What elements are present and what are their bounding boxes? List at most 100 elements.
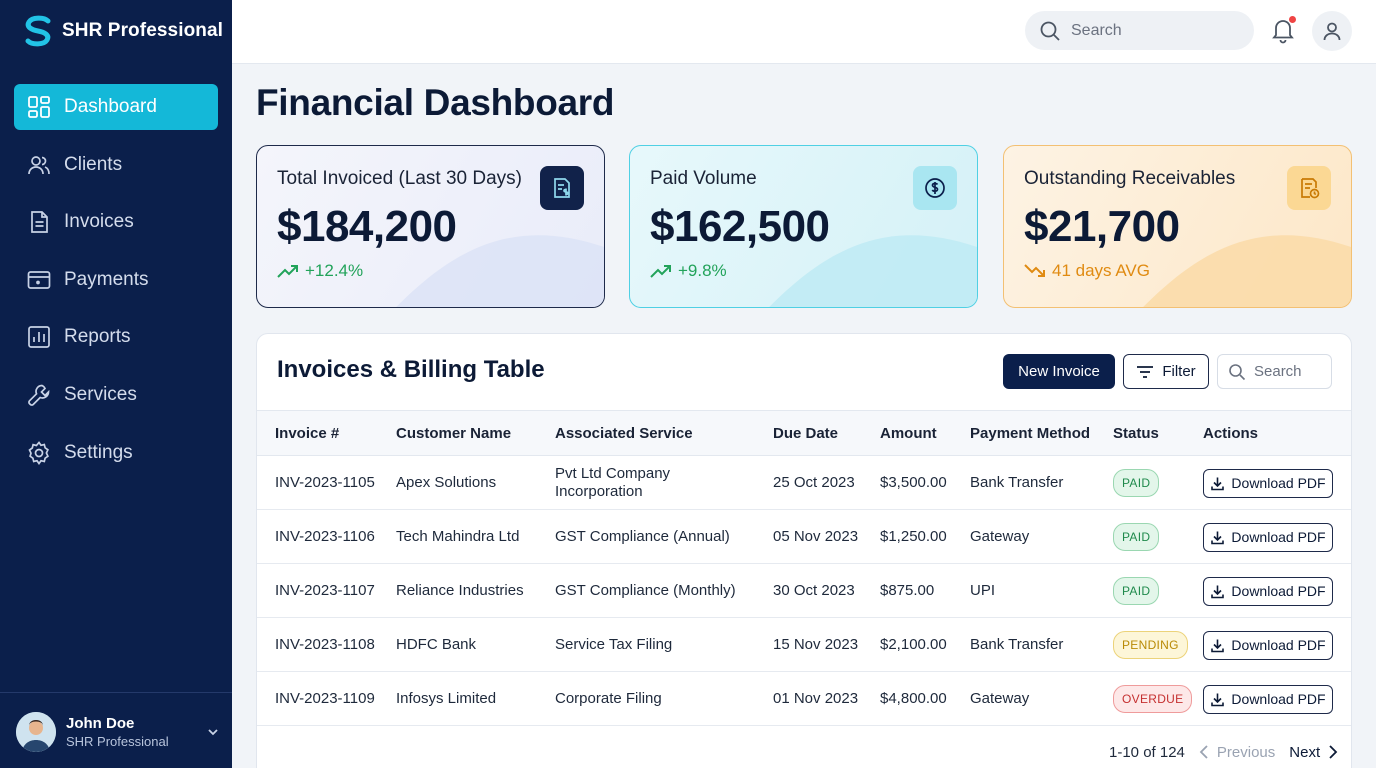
table-row[interactable]: INV-2023-1109 Infosys Limited Corporate … — [257, 672, 1351, 726]
document-icon — [31, 211, 48, 234]
amount: $3,500.00 — [880, 474, 947, 491]
profile-button[interactable] — [1312, 11, 1352, 51]
new-invoice-button[interactable]: New Invoice — [1003, 354, 1115, 389]
sidebar-item-payments[interactable]: Payments — [14, 257, 218, 303]
table-search-input[interactable] — [1254, 363, 1324, 380]
download-pdf-button[interactable]: Download PDF — [1203, 630, 1333, 660]
due-date: 25 Oct 2023 — [773, 474, 855, 491]
download-pdf-button[interactable]: Download PDF — [1203, 468, 1333, 498]
table-row[interactable]: INV-2023-1108 HDFC Bank Service Tax Fili… — [257, 618, 1351, 672]
table-title: Invoices & Billing Table — [277, 356, 545, 383]
download-pdf-button[interactable]: Download PDF — [1203, 684, 1333, 714]
user-meta: John Doe SHR Professional — [66, 715, 196, 750]
download-icon — [1211, 585, 1225, 598]
sidebar: SHR Professional Dashboard Clients Invoi… — [0, 0, 232, 768]
download-pdf-button[interactable]: Download PDF — [1203, 576, 1333, 606]
table-search[interactable] — [1217, 354, 1332, 389]
amount: $875.00 — [880, 582, 935, 599]
brand-name: SHR Professional — [62, 20, 224, 41]
actions-cell: Download PDF — [1203, 564, 1333, 618]
avatar — [16, 712, 56, 752]
invoice-number: INV-2023-1106 — [275, 528, 375, 545]
topbar — [232, 0, 1376, 64]
notifications-button[interactable] — [1270, 16, 1296, 44]
amount: $1,250.00 — [880, 528, 947, 545]
table-header: Invoice # Customer Name Associated Servi… — [257, 410, 1351, 456]
brand[interactable]: SHR Professional — [24, 14, 223, 48]
user-role: SHR Professional — [66, 733, 169, 749]
column-header-payment-method[interactable]: Payment Method — [970, 425, 1091, 442]
download-pdf-button[interactable]: Download PDF — [1203, 522, 1333, 552]
invoices-panel: Invoices & Billing Table New Invoice Fil… — [256, 333, 1352, 768]
table-row[interactable]: INV-2023-1107 Reliance Industries GST Co… — [257, 564, 1351, 618]
notification-dot — [1289, 16, 1296, 23]
customer-name: Tech Mahindra Ltd — [396, 528, 520, 545]
status-badge: PAID — [1113, 469, 1160, 497]
customer-name: Apex Solutions — [396, 474, 497, 491]
actions-cell: Download PDF — [1203, 618, 1333, 672]
download-pdf-label: Download PDF — [1231, 583, 1326, 599]
sidebar-item-settings[interactable]: Settings — [14, 430, 218, 476]
status-cell: PAID — [1113, 564, 1160, 618]
column-header-status[interactable]: Status — [1113, 425, 1159, 442]
column-header-amount[interactable]: Amount — [880, 425, 937, 442]
users-icon — [28, 155, 50, 174]
status-badge: PENDING — [1113, 631, 1188, 659]
kpi-value: $184,200 — [277, 202, 457, 251]
download-icon — [1211, 531, 1225, 544]
trend-up-icon — [650, 265, 671, 278]
due-date: 01 Nov 2023 — [773, 690, 859, 707]
kpi-trend-text: 41 days AVG — [1052, 261, 1150, 280]
kpi-trend: +9.8% — [650, 261, 727, 281]
chevron-down-icon[interactable] — [206, 725, 220, 739]
table-row[interactable]: INV-2023-1105 Apex Solutions Pvt Ltd Com… — [257, 456, 1351, 510]
column-header-actions: Actions — [1203, 425, 1259, 442]
receipt-clock-icon — [1287, 166, 1331, 210]
kpi-trend-text: +12.4% — [305, 261, 364, 280]
sidebar-item-label: Services — [64, 383, 137, 405]
actions-cell: Download PDF — [1203, 456, 1333, 510]
pagination: 1-10 of 124 Previous Next — [1109, 742, 1338, 762]
actions-cell: Download PDF — [1203, 510, 1333, 564]
sidebar-item-services[interactable]: Services — [14, 372, 218, 418]
sidebar-item-invoices[interactable]: Invoices — [14, 199, 218, 245]
card-wave-decoration — [396, 235, 604, 307]
sidebar-item-label: Payments — [64, 268, 149, 290]
user-icon — [1323, 22, 1341, 41]
sidebar-item-clients[interactable]: Clients — [14, 142, 218, 188]
card-wave-decoration — [1143, 235, 1351, 307]
download-icon — [1211, 477, 1225, 490]
previous-page-button[interactable]: Previous — [1199, 744, 1275, 761]
kpi-label: Outstanding Receivables — [1024, 168, 1236, 189]
kpi-card-total-invoiced: Total Invoiced (Last 30 Days) $184,200 +… — [256, 145, 605, 308]
search-input[interactable] — [1071, 21, 1231, 40]
column-header-customer[interactable]: Customer Name — [396, 425, 512, 442]
chart-icon — [28, 326, 50, 349]
payment-method: Bank Transfer — [970, 636, 1064, 653]
invoice-dollar-icon — [540, 166, 584, 210]
search-icon — [1040, 21, 1060, 41]
filter-button[interactable]: Filter — [1123, 354, 1209, 389]
global-search[interactable] — [1025, 11, 1254, 50]
table-row[interactable]: INV-2023-1106 Tech Mahindra Ltd GST Comp… — [257, 510, 1351, 564]
filter-icon — [1137, 365, 1154, 378]
sidebar-item-dashboard[interactable]: Dashboard — [14, 84, 218, 130]
sidebar-item-reports[interactable]: Reports — [14, 314, 218, 360]
customer-name: HDFC Bank — [396, 636, 477, 653]
kpi-trend: 41 days AVG — [1024, 261, 1150, 281]
download-pdf-label: Download PDF — [1231, 475, 1326, 491]
column-header-due-date[interactable]: Due Date — [773, 425, 839, 442]
card-wave-decoration — [769, 235, 977, 307]
download-icon — [1211, 693, 1225, 706]
status-badge: OVERDUE — [1113, 685, 1193, 713]
user-menu[interactable]: John Doe SHR Professional — [16, 710, 220, 754]
associated-service: Corporate Filing — [555, 690, 662, 707]
next-page-button[interactable]: Next — [1289, 744, 1338, 761]
wrench-icon — [28, 384, 50, 406]
column-header-invoice[interactable]: Invoice # — [275, 425, 340, 442]
column-header-service[interactable]: Associated Service — [555, 425, 693, 442]
download-pdf-label: Download PDF — [1231, 529, 1326, 545]
pagination-range: 1-10 of 124 — [1109, 743, 1185, 761]
previous-label: Previous — [1216, 743, 1276, 761]
payment-method: Gateway — [970, 528, 1030, 545]
